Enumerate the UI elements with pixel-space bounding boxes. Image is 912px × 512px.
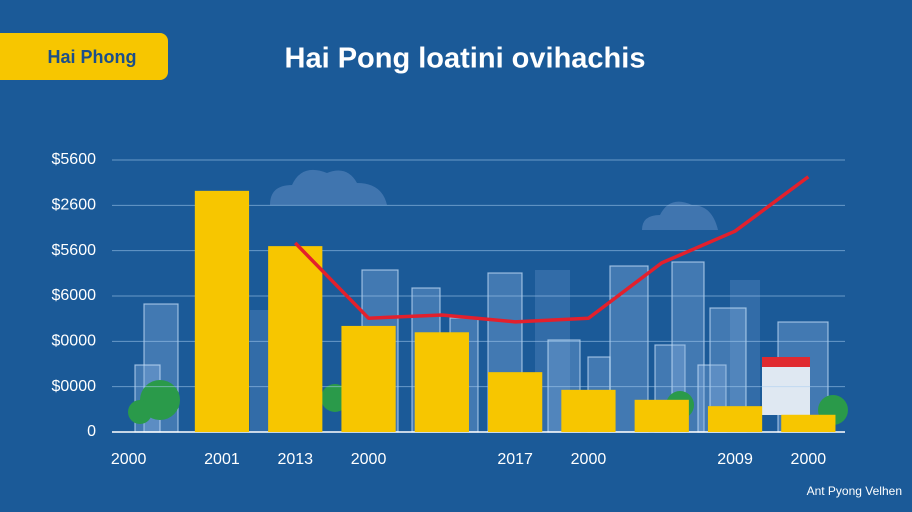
bar	[414, 332, 469, 432]
line	[293, 175, 810, 324]
x-tick-label: 2000	[111, 451, 147, 468]
y-tick-label: $0000	[52, 333, 97, 350]
badge	[0, 33, 168, 80]
chart-title: Hai Pong loatini ovihachis	[285, 43, 646, 75]
bar	[634, 399, 689, 432]
x-tick-label: 2001	[204, 451, 240, 468]
x-tick-label: 2000	[351, 451, 387, 468]
badge-text: Hai Phong	[48, 47, 137, 67]
bar	[488, 372, 543, 432]
y-tick-label: $6000	[52, 287, 97, 304]
bar	[194, 190, 250, 432]
y-tick-label: 0	[87, 423, 96, 440]
footer: Ant Pyong Velhen	[807, 484, 902, 498]
y-tick-label: $0000	[52, 378, 97, 395]
x-tick-label: 2009	[717, 451, 753, 468]
y-tick-label: $5600	[52, 151, 97, 168]
bar	[781, 414, 836, 432]
y-tick-label: $2600	[52, 197, 97, 214]
bar	[268, 246, 323, 432]
x-tick-label: 2000	[571, 451, 607, 468]
x-tick-label: 2000	[791, 451, 827, 468]
bar	[561, 389, 616, 432]
y-tick-label: $5600	[52, 242, 97, 259]
x-tick-label: 2013	[277, 451, 313, 468]
bar	[341, 325, 396, 432]
x-tick-label: 2017	[497, 451, 533, 468]
bar	[707, 406, 763, 432]
